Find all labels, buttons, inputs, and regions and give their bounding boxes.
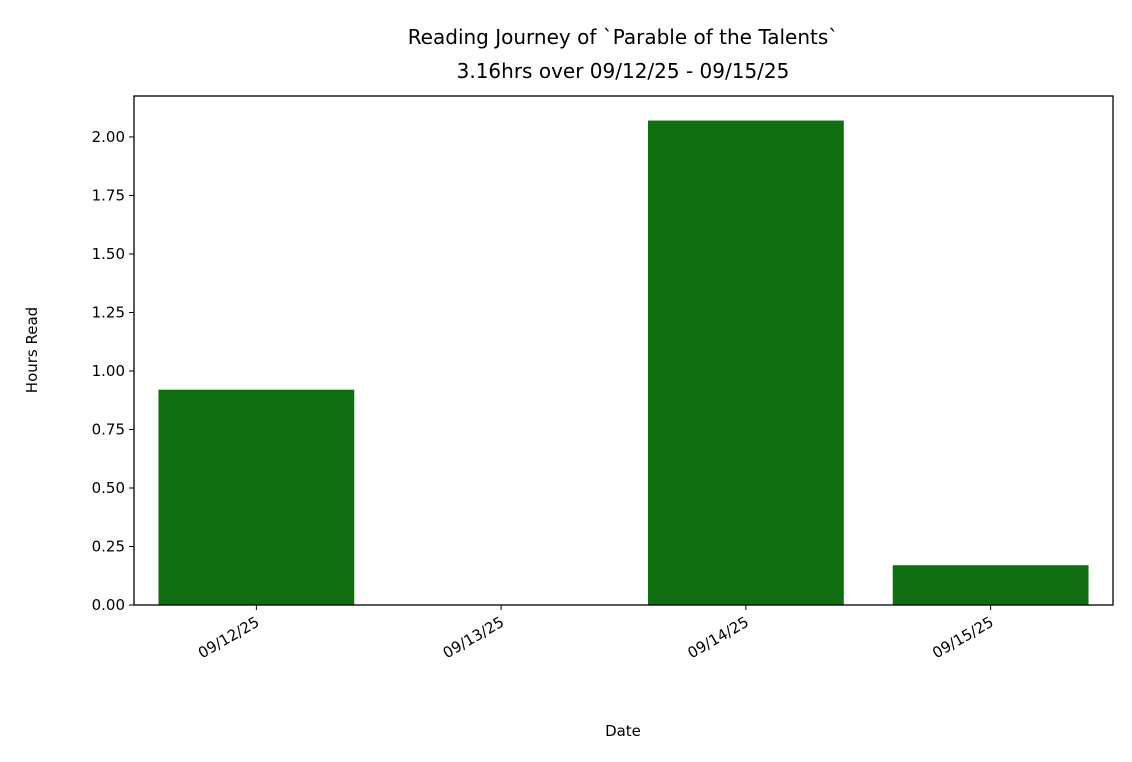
- y-tick-label: 0.50: [92, 479, 125, 497]
- y-tick-label: 0.00: [92, 596, 125, 614]
- chart-title: Reading Journey of `Parable of the Talen…: [408, 25, 839, 49]
- x-tick-label: 09/14/25: [685, 613, 752, 662]
- bar: [647, 120, 844, 605]
- y-tick-label: 2.00: [92, 128, 125, 146]
- bar: [892, 565, 1089, 605]
- chart-subtitle: 3.16hrs over 09/12/25 - 09/15/25: [457, 59, 790, 83]
- bar: [158, 389, 355, 605]
- x-tick-label: 09/13/25: [440, 613, 507, 662]
- x-axis-label: Date: [605, 722, 641, 740]
- x-tick-label: 09/12/25: [195, 613, 262, 662]
- y-tick-label: 1.50: [92, 245, 125, 263]
- plot-frame: [133, 95, 1114, 606]
- y-tick-label: 1.75: [92, 186, 125, 204]
- y-tick-label: 0.25: [92, 537, 125, 555]
- y-tick-label: 1.00: [92, 362, 125, 380]
- y-axis-label: Hours Read: [23, 307, 41, 393]
- y-tick-label: 0.75: [92, 420, 125, 438]
- y-tick-label: 1.25: [92, 303, 125, 321]
- x-tick-label: 09/15/25: [929, 613, 996, 662]
